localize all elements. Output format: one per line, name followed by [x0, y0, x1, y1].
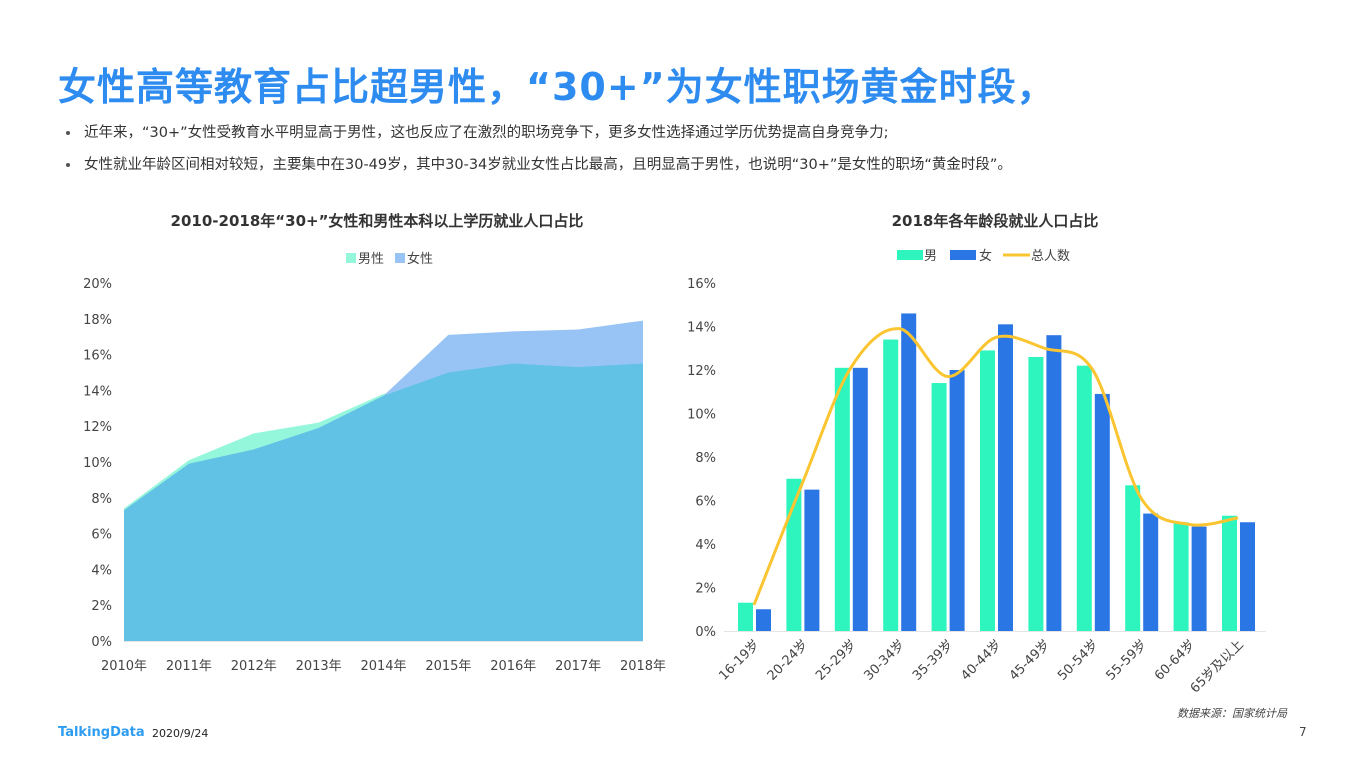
- legend-label-total[interactable]: 总人数: [1031, 249, 1070, 264]
- y-tick-label: 0%: [91, 635, 112, 650]
- bar-male: [1222, 515, 1237, 631]
- bar-male: [834, 367, 850, 631]
- x-tick-label: 50-54岁: [1055, 637, 1102, 684]
- bullet-dot-icon: [66, 131, 70, 135]
- bar-female: [1046, 335, 1062, 631]
- x-tick-label: 2018年: [620, 659, 666, 674]
- bar-female: [949, 370, 965, 631]
- bar-male: [1125, 485, 1141, 631]
- area-overlap: [124, 363, 643, 641]
- page-number: 7: [1299, 725, 1307, 739]
- legend-swatch-male: [897, 250, 923, 260]
- x-tick-label: 20-24岁: [765, 637, 812, 684]
- bullet-text: 女性就业年龄区间相对较短，主要集中在30-49岁，其中30-34岁就业女性占比最…: [84, 157, 1012, 173]
- legend-label-female[interactable]: 女: [979, 248, 992, 264]
- data-source: 数据来源：国家统计局: [1177, 707, 1287, 720]
- bar-female: [1191, 526, 1207, 631]
- bar-male: [1028, 356, 1044, 631]
- bar-male: [980, 350, 995, 631]
- y-tick-label: 14%: [83, 384, 112, 399]
- bar-line-chart: 2018年各年龄段就业人口占比 男 女 总人数 0% 2% 4% 6% 8% 10% 12%…: [687, 212, 1266, 696]
- bar-female: [1143, 513, 1159, 631]
- y-tick-label: 2%: [91, 599, 112, 614]
- y-tick-label: 4%: [91, 563, 112, 578]
- area-chart: 2010-2018年“30+”女性和男性本科以上学历就业人口占比 男性 女性 0…: [83, 212, 666, 674]
- y-tick-label: 12%: [687, 364, 716, 379]
- bullet-dot-icon: [66, 163, 70, 167]
- bar-female: [998, 324, 1013, 631]
- y-tick-label: 6%: [695, 495, 716, 510]
- bar-male: [883, 339, 899, 631]
- x-tick-label: 2010年: [101, 659, 147, 674]
- y-tick-label: 10%: [83, 456, 112, 471]
- y-tick-label: 2%: [695, 582, 716, 597]
- x-tick-label: 60-64岁: [1152, 637, 1199, 684]
- y-tick-label: 18%: [83, 313, 112, 328]
- x-tick-label: 45-49岁: [1007, 637, 1054, 684]
- bar-chart-title: 2018年各年龄段就业人口占比: [892, 212, 1099, 230]
- bar-female: [1240, 522, 1255, 631]
- y-tick-label: 4%: [695, 538, 716, 553]
- x-tick-label: 2011年: [166, 659, 212, 674]
- x-tick-label: 55-59岁: [1104, 637, 1151, 684]
- y-tick-label: 12%: [83, 420, 112, 435]
- y-tick-label: 0%: [695, 625, 716, 640]
- legend-swatch-male: [346, 253, 356, 263]
- bullet-list: 近年来，“30+”女性受教育水平明显高于男性，这也反应了在激烈的职场竞争下，更多…: [66, 120, 1012, 184]
- x-tick-label: 40-44岁: [958, 637, 1005, 684]
- legend-label-male[interactable]: 男性: [358, 252, 384, 267]
- bar-female: [804, 489, 820, 631]
- line-total: [752, 327, 1239, 606]
- x-tick-label: 2014年: [360, 659, 406, 674]
- y-tick-label: 6%: [91, 528, 112, 543]
- y-tick-label: 8%: [91, 492, 112, 507]
- talkingdata-logo: TalkingData: [58, 725, 145, 740]
- page-title: 女性高等教育占比超男性，“30+”为女性职场黄金时段，: [58, 65, 1056, 109]
- y-tick-label: 14%: [687, 321, 716, 336]
- bullet-item: 女性就业年龄区间相对较短，主要集中在30-49岁，其中30-34岁就业女性占比最…: [66, 152, 1012, 184]
- legend-swatch-female: [395, 253, 405, 263]
- bar-female: [901, 313, 917, 631]
- x-tick-label: 30-34岁: [862, 637, 909, 684]
- x-tick-label: 2017年: [555, 659, 601, 674]
- y-tick-label: 10%: [687, 408, 716, 423]
- x-tick-label: 35-39岁: [910, 637, 957, 684]
- x-tick-label: 2012年: [231, 659, 277, 674]
- bar-male: [931, 383, 947, 631]
- bullet-text: 近年来，“30+”女性受教育水平明显高于男性，这也反应了在激烈的职场竞争下，更多…: [84, 125, 889, 141]
- bar-female: [852, 367, 868, 631]
- x-tick-label: 16-19岁: [716, 637, 763, 684]
- bar-female: [756, 609, 771, 631]
- legend-swatch-female: [950, 250, 976, 260]
- bar-female: [1094, 393, 1110, 631]
- legend-label-male[interactable]: 男: [924, 249, 937, 264]
- y-tick-label: 8%: [695, 451, 716, 466]
- footer-date: 2020/9/24: [152, 727, 209, 740]
- bar-male: [738, 602, 753, 631]
- x-tick-label: 2013年: [296, 659, 342, 674]
- bar-male: [1173, 522, 1189, 631]
- bullet-item: 近年来，“30+”女性受教育水平明显高于男性，这也反应了在激烈的职场竞争下，更多…: [66, 120, 1012, 152]
- x-tick-label: 2016年: [490, 659, 536, 674]
- y-tick-label: 20%: [83, 277, 112, 292]
- area-chart-title: 2010-2018年“30+”女性和男性本科以上学历就业人口占比: [171, 212, 584, 230]
- y-tick-label: 16%: [83, 349, 112, 364]
- legend-label-female[interactable]: 女性: [407, 251, 433, 267]
- bar-male: [1076, 365, 1092, 631]
- x-tick-label: 2015年: [425, 659, 471, 674]
- y-tick-label: 16%: [687, 277, 716, 292]
- x-tick-label: 25-29岁: [813, 637, 860, 684]
